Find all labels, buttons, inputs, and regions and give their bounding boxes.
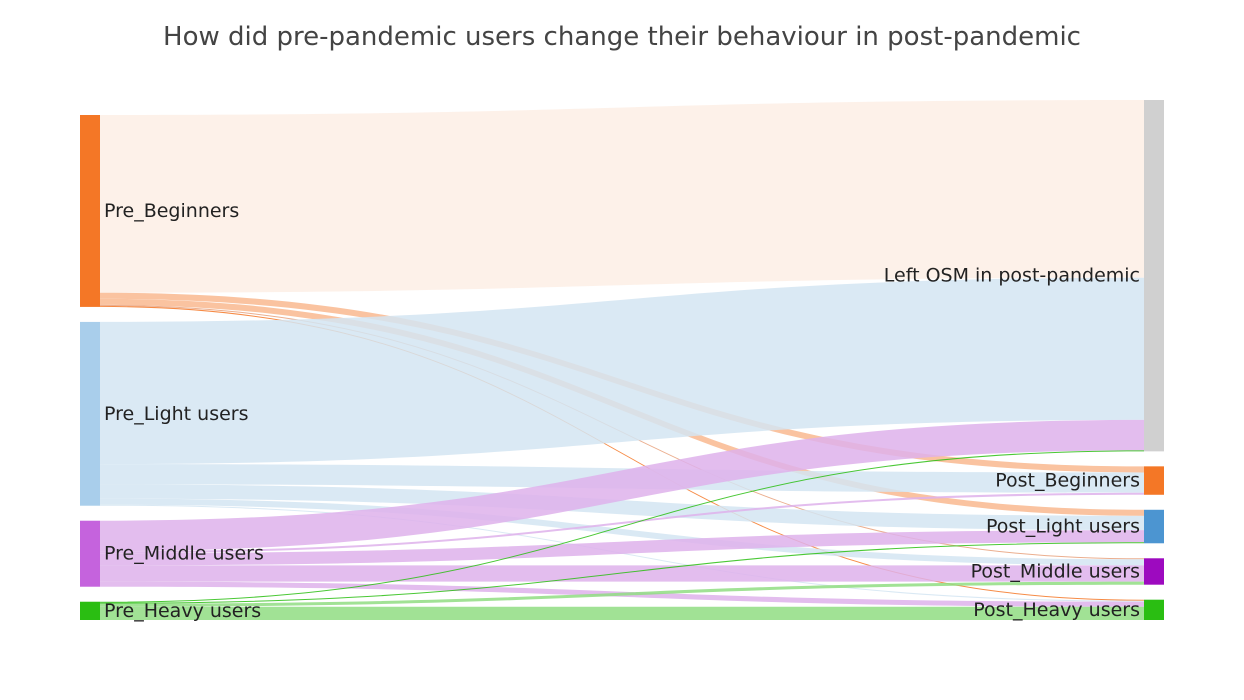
node-pre-light-users[interactable] [80,321,100,506]
link-pre-light-users-to-left-osm-in-post-pandemic[interactable] [100,277,1144,465]
link-pre-middle-users-to-left-osm-in-post-pandemic[interactable] [100,419,1144,552]
node-label-post-light-users: Post_Light users [986,516,1140,538]
link-pre-heavy-users-to-post-heavy-users[interactable] [100,606,1144,620]
node-post-beginners[interactable] [1144,466,1164,495]
link-pre-heavy-users-to-post-light-users[interactable] [100,542,1144,604]
link-pre-heavy-users-to-post-middle-users[interactable] [100,581,1144,607]
node-pre-beginners[interactable] [80,115,100,307]
link-pre-light-users-to-post-light-users[interactable] [100,484,1144,531]
sankey-links [100,100,1144,620]
node-pre-heavy-users[interactable] [80,601,100,620]
link-pre-middle-users-to-post-middle-users[interactable] [100,565,1144,582]
node-label-pre-middle-users: Pre_Middle users [104,543,264,565]
node-post-middle-users[interactable] [1144,558,1164,585]
node-label-pre-light-users: Pre_Light users [104,403,249,425]
node-label-post-heavy-users: Post_Heavy users [973,599,1140,621]
node-post-light-users[interactable] [1144,509,1164,544]
node-label-post-middle-users: Post_Middle users [971,560,1140,582]
link-pre-beginners-to-left-osm-in-post-pandemic[interactable] [100,100,1144,293]
node-label-pre-heavy-users: Pre_Heavy users [104,600,261,622]
link-pre-beginners-to-post-heavy-users[interactable] [100,305,1144,601]
sankey-nodes: Pre_Beginners Pre_Light users Pre_Middle u… [80,100,1164,622]
node-left-osm-in-post-pandemic[interactable] [1144,100,1164,452]
node-pre-middle-users[interactable] [80,520,100,587]
node-label-post-beginners: Post_Beginners [995,470,1140,492]
link-pre-middle-users-to-post-beginners[interactable] [100,492,1144,554]
node-label-left-osm-in-post-pandemic: Left OSM in post-pandemic [884,265,1140,287]
node-label-pre-beginners: Pre_Beginners [104,200,239,222]
node-post-heavy-users[interactable] [1144,599,1164,620]
link-pre-light-users-to-post-middle-users[interactable] [100,498,1144,566]
chart-title: How did pre-pandemic users change their … [163,22,1081,52]
link-pre-middle-users-to-post-light-users[interactable] [100,530,1144,566]
link-pre-heavy-users-to-left-osm-in-post-pandemic[interactable] [100,450,1144,603]
